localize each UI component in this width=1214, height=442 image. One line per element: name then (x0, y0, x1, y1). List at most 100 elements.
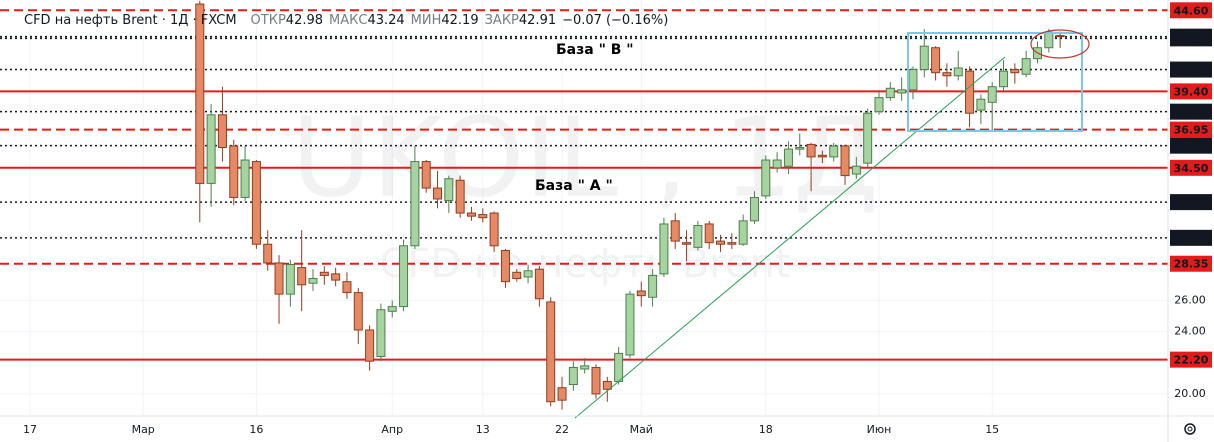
candle-body (433, 187, 443, 200)
candle-body (704, 223, 714, 244)
level-label-box (1170, 83, 1212, 100)
x-tick-label: 15 (985, 423, 999, 436)
x-tick-label: 18 (759, 423, 773, 436)
candle-body (580, 365, 590, 370)
level-label: 44.60 (1174, 4, 1209, 17)
candle-body (976, 98, 986, 111)
highlight-ellipse (1030, 29, 1090, 59)
candle-body (648, 274, 658, 298)
candle-body (534, 268, 544, 300)
candle-body (636, 290, 646, 297)
candle-body (478, 214, 488, 219)
candle-body (523, 270, 533, 278)
info-value: 42.98 (286, 13, 323, 28)
candle-body (251, 161, 261, 245)
candle-body (353, 292, 363, 331)
level-label: 34.50 (1174, 162, 1209, 175)
info-value: 42.91 (519, 13, 556, 28)
candle-body (863, 112, 873, 164)
annotation: База " В " (556, 42, 634, 58)
level-label: 38.10 (1174, 106, 1209, 119)
candle-body (500, 249, 510, 283)
candle-body (568, 366, 578, 386)
candle-body (421, 161, 431, 189)
info-name: ЗАКР (485, 13, 519, 28)
level-label: 30.01 (1174, 232, 1209, 245)
level-label: 22.20 (1174, 354, 1209, 367)
chart-title: CFD на нефть Brent · 1Д · FXCM (24, 13, 237, 28)
candle-body (512, 271, 522, 280)
candle-body (274, 262, 284, 295)
candle-body (999, 70, 1009, 88)
candle-body (693, 225, 703, 248)
candle-body (444, 178, 454, 202)
info-value: 43.24 (367, 13, 404, 28)
candle-body (376, 309, 386, 358)
candle-body (625, 293, 635, 356)
candle-body (365, 329, 375, 362)
candle-body (738, 220, 748, 245)
candle-body (806, 143, 816, 158)
candle-body (1055, 35, 1065, 38)
candle-body (727, 242, 737, 245)
candle-body (908, 69, 918, 91)
candle-body (1021, 58, 1031, 75)
candle-body (308, 278, 318, 284)
level-label-box (1170, 229, 1212, 246)
candle-body (987, 86, 997, 103)
candle-body (546, 301, 556, 403)
x-tick-label: 17 (23, 423, 37, 436)
x-tick-label: 22 (555, 423, 569, 436)
candle-body (1044, 31, 1054, 49)
candle-body (670, 220, 680, 242)
trend-line (574, 56, 1006, 419)
candle-body (602, 380, 612, 390)
axes: 20.00 24.00 26.00 17 Мар 16 Апр 13 22 Май 18 Июн 15 4… (23, 2, 1212, 436)
candle-body (817, 154, 827, 158)
candle-body (614, 352, 624, 382)
candle-body (387, 306, 397, 312)
candle-body (682, 242, 692, 245)
candle-body (1010, 69, 1020, 74)
candle-body (285, 264, 295, 295)
x-tick-label: 16 (249, 423, 263, 436)
info-value: 42.19 (441, 13, 478, 28)
x-tick-label: 13 (476, 423, 490, 436)
level-label: 32.30 (1174, 196, 1209, 209)
candle-body (851, 165, 861, 175)
level-label: 28.35 (1174, 258, 1209, 271)
candle-body (263, 243, 273, 264)
level-label-box (1170, 121, 1212, 138)
level-label-box (1170, 351, 1212, 368)
candle-body (331, 273, 341, 281)
level-label: 39.40 (1174, 85, 1209, 98)
candle-body (206, 114, 216, 184)
candle-body (557, 387, 567, 401)
candle-body (931, 47, 941, 74)
candle-body (399, 245, 409, 308)
watermark: UKOIL , 1Д (291, 93, 879, 221)
level-label: 36.95 (1174, 124, 1209, 137)
x-tick-label: Май (630, 423, 653, 436)
level-label-box (1170, 30, 1212, 47)
info-name: МАКС (329, 13, 367, 28)
y-tick-label: 24.00 (1174, 325, 1206, 338)
settings-icon-ring[interactable] (1184, 423, 1196, 435)
level-label-box (1170, 103, 1212, 120)
candle-body (659, 223, 669, 275)
settings-icon-core[interactable] (1187, 426, 1193, 432)
level-label: 35.92 (1174, 140, 1209, 153)
level-label-box (1170, 194, 1212, 211)
level-label: 42.80 (1174, 32, 1209, 45)
settings-icon[interactable] (1184, 423, 1196, 435)
range-box (907, 32, 1083, 132)
candle-body (591, 366, 601, 395)
level-label-box (1170, 2, 1212, 19)
level-label-box (1170, 255, 1212, 272)
annotation: База " А " (535, 178, 613, 194)
candle-body (953, 67, 963, 77)
candle-body (455, 179, 465, 214)
candle-body (897, 89, 907, 94)
